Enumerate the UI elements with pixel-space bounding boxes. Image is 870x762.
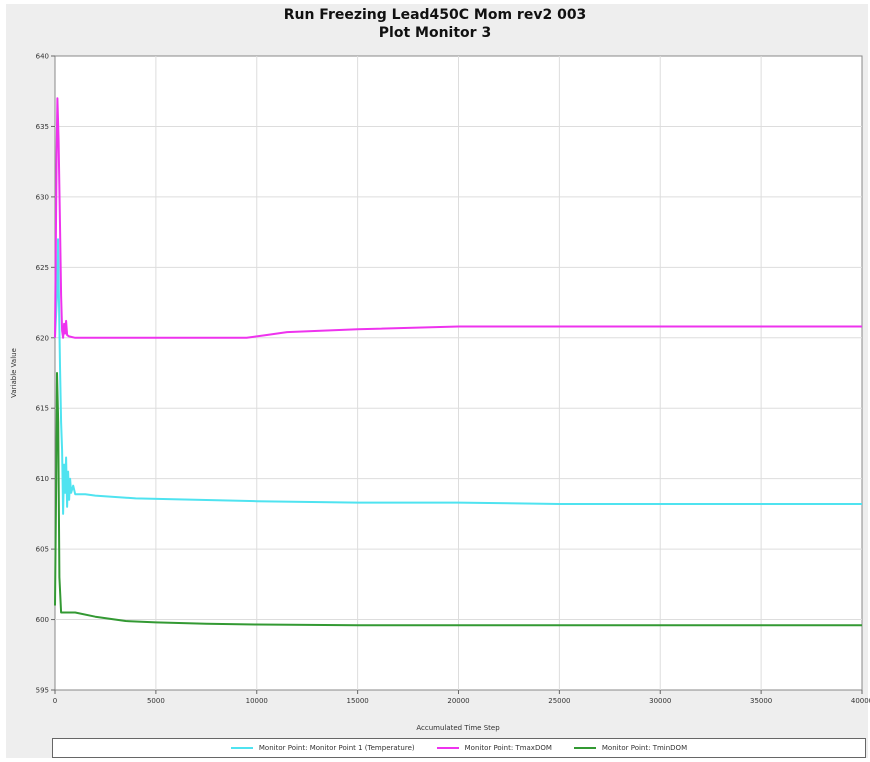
x-tick-label: 40000	[851, 697, 870, 705]
y-tick-label: 610	[36, 475, 49, 483]
x-tick-label: 5000	[147, 697, 165, 705]
chart-title-block: Run Freezing Lead450C Mom rev2 003 Plot …	[0, 6, 870, 42]
x-axis-label: Accumulated Time Step	[416, 724, 500, 732]
legend-swatch	[230, 747, 253, 749]
line-chart: 0 5000 10000 15000 20000 25000 30000 35000 40000…	[10, 53, 870, 733]
y-tick-label: 630	[36, 193, 49, 201]
chart-subtitle: Plot Monitor 3	[378, 25, 492, 41]
legend-swatch	[573, 747, 596, 749]
x-tick-label: 20000	[447, 697, 469, 705]
legend-item-1: Monitor Point: Monitor Point 1 (Temperat…	[230, 744, 415, 752]
y-axis-label: Variable Value	[10, 348, 18, 398]
y-tick-label: 615	[36, 405, 49, 413]
x-tick-label: 15000	[346, 697, 368, 705]
x-tick-label: 25000	[548, 697, 570, 705]
legend-label: Monitor Point: TmaxDOM	[464, 744, 552, 752]
chart-title: Run Freezing Lead450C Mom rev2 003	[283, 7, 587, 23]
legend-label: Monitor Point: Monitor Point 1 (Temperat…	[258, 744, 415, 752]
y-tick-label: 635	[36, 123, 49, 131]
axis-ticks: 0 5000 10000 15000 20000 25000 30000 35000 40000…	[36, 53, 870, 706]
legend-label: Monitor Point: TminDOM	[601, 744, 688, 752]
x-tick-label: 30000	[649, 697, 671, 705]
series-line-1	[54, 238, 862, 515]
y-tick-label: 595	[36, 687, 49, 695]
y-tick-label: 605	[36, 546, 49, 554]
legend-item-3: Monitor Point: TminDOM	[573, 744, 688, 752]
legend-swatch	[436, 747, 459, 749]
series-line-2	[54, 97, 862, 339]
chart-legend: Monitor Point: Monitor Point 1 (Temperat…	[52, 738, 866, 758]
y-tick-label: 620	[36, 334, 49, 342]
legend-item-2: Monitor Point: TmaxDOM	[436, 744, 552, 752]
y-tick-label: 600	[36, 616, 49, 624]
series-line-3	[54, 372, 862, 627]
series-layer	[54, 97, 862, 627]
x-tick-label: 0	[53, 697, 57, 705]
x-tick-label: 35000	[750, 697, 772, 705]
y-tick-label: 625	[36, 264, 49, 272]
y-tick-label: 640	[36, 53, 49, 61]
x-tick-label: 10000	[246, 697, 268, 705]
